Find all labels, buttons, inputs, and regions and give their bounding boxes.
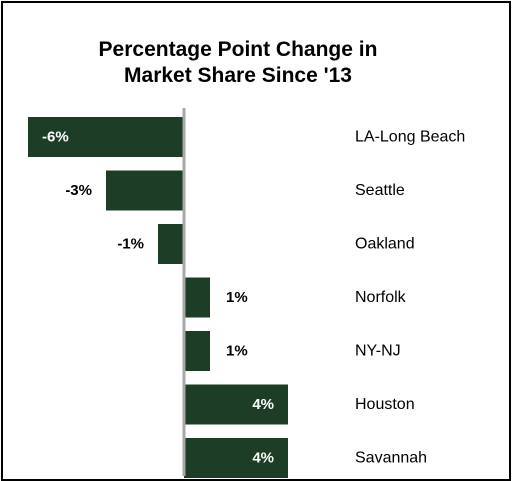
bar-savannah xyxy=(184,438,288,478)
category-label-oakland: Oakland xyxy=(355,236,415,253)
value-label-houston: 4% xyxy=(252,396,274,413)
chart-title-line-1: Percentage Point Change in xyxy=(98,38,378,61)
value-label-oakland: -1% xyxy=(117,236,144,253)
value-label-ny-nj: 1% xyxy=(226,343,248,360)
bar-houston xyxy=(184,384,288,425)
value-label-la-long-beach: -6% xyxy=(42,129,69,146)
category-label-norfolk: Norfolk xyxy=(355,289,407,306)
category-label-seattle: Seattle xyxy=(355,182,405,199)
value-label-savannah: 4% xyxy=(252,450,274,467)
value-label-seattle: -3% xyxy=(65,182,92,199)
category-label-la-long-beach: LA-Long Beach xyxy=(355,129,465,146)
category-label-houston: Houston xyxy=(355,396,415,413)
bar-ny-nj xyxy=(184,331,210,371)
bar-la-long-beach xyxy=(28,117,184,157)
bar-norfolk xyxy=(184,277,210,318)
category-label-savannah: Savannah xyxy=(355,450,427,467)
chart-title: Percentage Point Change in Market Share … xyxy=(3,37,473,89)
category-label-ny-nj: NY-NJ xyxy=(355,343,401,360)
bar-oakland xyxy=(158,224,184,264)
bars-layer xyxy=(28,117,288,478)
bar-seattle xyxy=(106,170,184,211)
labels-layer: -6% LA-Long Beach -3% Seattle -1% Oakland 1% No… xyxy=(42,129,465,467)
chart-title-line-2: Market Share Since '13 xyxy=(124,64,352,87)
value-label-norfolk: 1% xyxy=(226,289,248,306)
